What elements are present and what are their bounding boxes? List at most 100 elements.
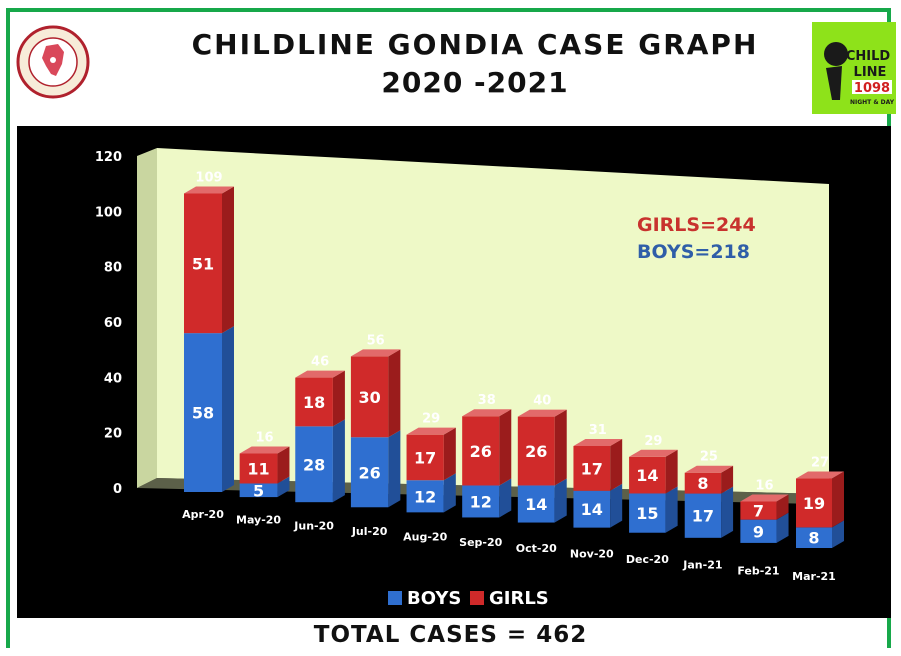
bar-boys <box>239 483 278 498</box>
bar-top <box>350 349 401 357</box>
bar-boys <box>573 490 611 528</box>
bar-boys-side <box>388 430 401 508</box>
x-tick-label: Jan-21 <box>682 559 722 572</box>
x-tick-label: Aug-20 <box>403 531 447 544</box>
bar-total-value: 56 <box>367 333 385 348</box>
logo-tagline-text: NIGHT & DAY <box>850 99 895 106</box>
bar-girls-value: 30 <box>359 388 381 407</box>
y-tick-label: 60 <box>104 316 122 331</box>
bar-girls-side <box>277 446 290 484</box>
bar-top <box>573 439 623 447</box>
bar-boys-value: 26 <box>359 463 381 482</box>
bar-total-value: 29 <box>422 412 440 427</box>
bar-girls <box>239 453 278 484</box>
bar-girls <box>796 478 832 528</box>
bar-boys <box>295 426 333 503</box>
bar-top <box>184 186 234 194</box>
bar-boys-value: 12 <box>414 487 436 506</box>
bar-top <box>517 409 567 417</box>
x-tick-label: Sep-20 <box>459 536 502 549</box>
bar-boys-side <box>443 473 456 513</box>
chart-area: 0 20 40 60 80 100 120 58 51 109 5 11 16 28 18 46 26 30 56… <box>17 126 891 618</box>
bar-boys-value: 5 <box>253 481 264 500</box>
boys-total-annotation: BOYS=218 <box>637 241 750 263</box>
bar-total-value: 16 <box>755 478 773 493</box>
bar-boys-side <box>776 512 789 543</box>
bar-boys-side <box>665 486 678 533</box>
x-tick-label: Apr-20 <box>182 508 224 521</box>
bar-boys-value: 12 <box>470 492 492 511</box>
bar-girls-side <box>721 465 734 494</box>
bar-girls-side <box>832 471 844 528</box>
bar-total-value: 38 <box>478 393 496 408</box>
bar-top <box>462 409 512 417</box>
y-tick-label: 80 <box>104 261 122 276</box>
bar-boys-value: 9 <box>753 522 764 541</box>
slide-subtitle-year: 2020 -2021 <box>381 66 569 99</box>
bar-girls-side <box>554 409 567 486</box>
bar-total-value: 16 <box>255 431 273 446</box>
bar-boys <box>796 527 832 548</box>
indian-social-welfare-society-logo <box>16 25 90 99</box>
logo-number-text: 1098 <box>854 81 890 96</box>
bar-boys-side <box>610 483 623 528</box>
bar-boys <box>406 480 444 513</box>
slide-title: CHILDLINE GONDIA CASE GRAPH <box>191 28 759 61</box>
legend-boys-swatch <box>388 591 402 605</box>
bar-girls <box>295 377 333 427</box>
bar-girls-side <box>499 409 512 486</box>
y-tick-label: 100 <box>95 205 122 220</box>
legend-girls-label: GIRLS <box>489 588 549 609</box>
bar-boys-value: 28 <box>303 455 325 474</box>
bar-girls <box>573 446 611 491</box>
x-tick-label: Nov-20 <box>570 547 614 560</box>
x-tick-label: Dec-20 <box>626 553 669 566</box>
y-tick-label: 20 <box>104 427 122 442</box>
bar-top <box>295 370 345 378</box>
bar-girls <box>406 434 444 481</box>
bar-top <box>796 471 844 479</box>
bar-girls-value: 17 <box>414 448 436 467</box>
bar-top <box>239 446 290 454</box>
bar-boys-value: 15 <box>636 504 658 523</box>
x-tick-label: Oct-20 <box>516 542 557 555</box>
bar-boys <box>462 485 500 518</box>
bar-girls-side <box>776 494 789 520</box>
bar-boys <box>184 333 222 492</box>
girls-total-annotation: GIRLS=244 <box>637 214 756 236</box>
bar-boys-side <box>554 478 567 523</box>
legend-boys-label: BOYS <box>407 588 461 609</box>
bar-total-value: 29 <box>644 434 662 449</box>
bar-girls-side <box>665 449 678 494</box>
bar-boys-side <box>499 478 512 518</box>
bar-total-value: 109 <box>195 170 222 185</box>
bar-boys-value: 14 <box>581 500 603 519</box>
bar-girls-value: 8 <box>697 474 708 493</box>
bar-girls <box>350 356 389 438</box>
bar-girls-side <box>388 349 401 438</box>
total-cases-label: TOTAL CASES = 462 <box>313 622 588 648</box>
bar-total-value: 25 <box>700 450 718 465</box>
bar-total-value: 31 <box>589 423 607 438</box>
y-tick-label: 40 <box>104 371 122 386</box>
bar-boys-value: 8 <box>808 529 819 548</box>
bar-boys <box>740 519 777 543</box>
bar-boys-value: 17 <box>692 507 714 526</box>
childline-1098-logo: CHILD LINE 1098 NIGHT & DAY <box>812 22 896 114</box>
bar-top <box>684 465 734 473</box>
x-tick-label: Jun-20 <box>293 519 334 532</box>
bar-girls-side <box>610 439 623 491</box>
bar-girls <box>629 456 666 494</box>
bar-girls <box>740 501 777 520</box>
bar-girls-side <box>443 427 456 481</box>
bar-boys-value: 58 <box>192 404 214 423</box>
bar-boys-value: 14 <box>525 495 547 514</box>
logo-child-text: CHILD <box>846 49 891 64</box>
bar-total-value: 46 <box>311 355 329 370</box>
chart-legend: BOYS GIRLS <box>388 588 549 609</box>
bar-boys-side <box>332 419 345 503</box>
bar-boys-side <box>832 520 844 548</box>
bar-boys-side <box>222 326 234 492</box>
bar-girls-value: 26 <box>470 442 492 461</box>
x-tick-label: Jul-20 <box>351 525 388 538</box>
